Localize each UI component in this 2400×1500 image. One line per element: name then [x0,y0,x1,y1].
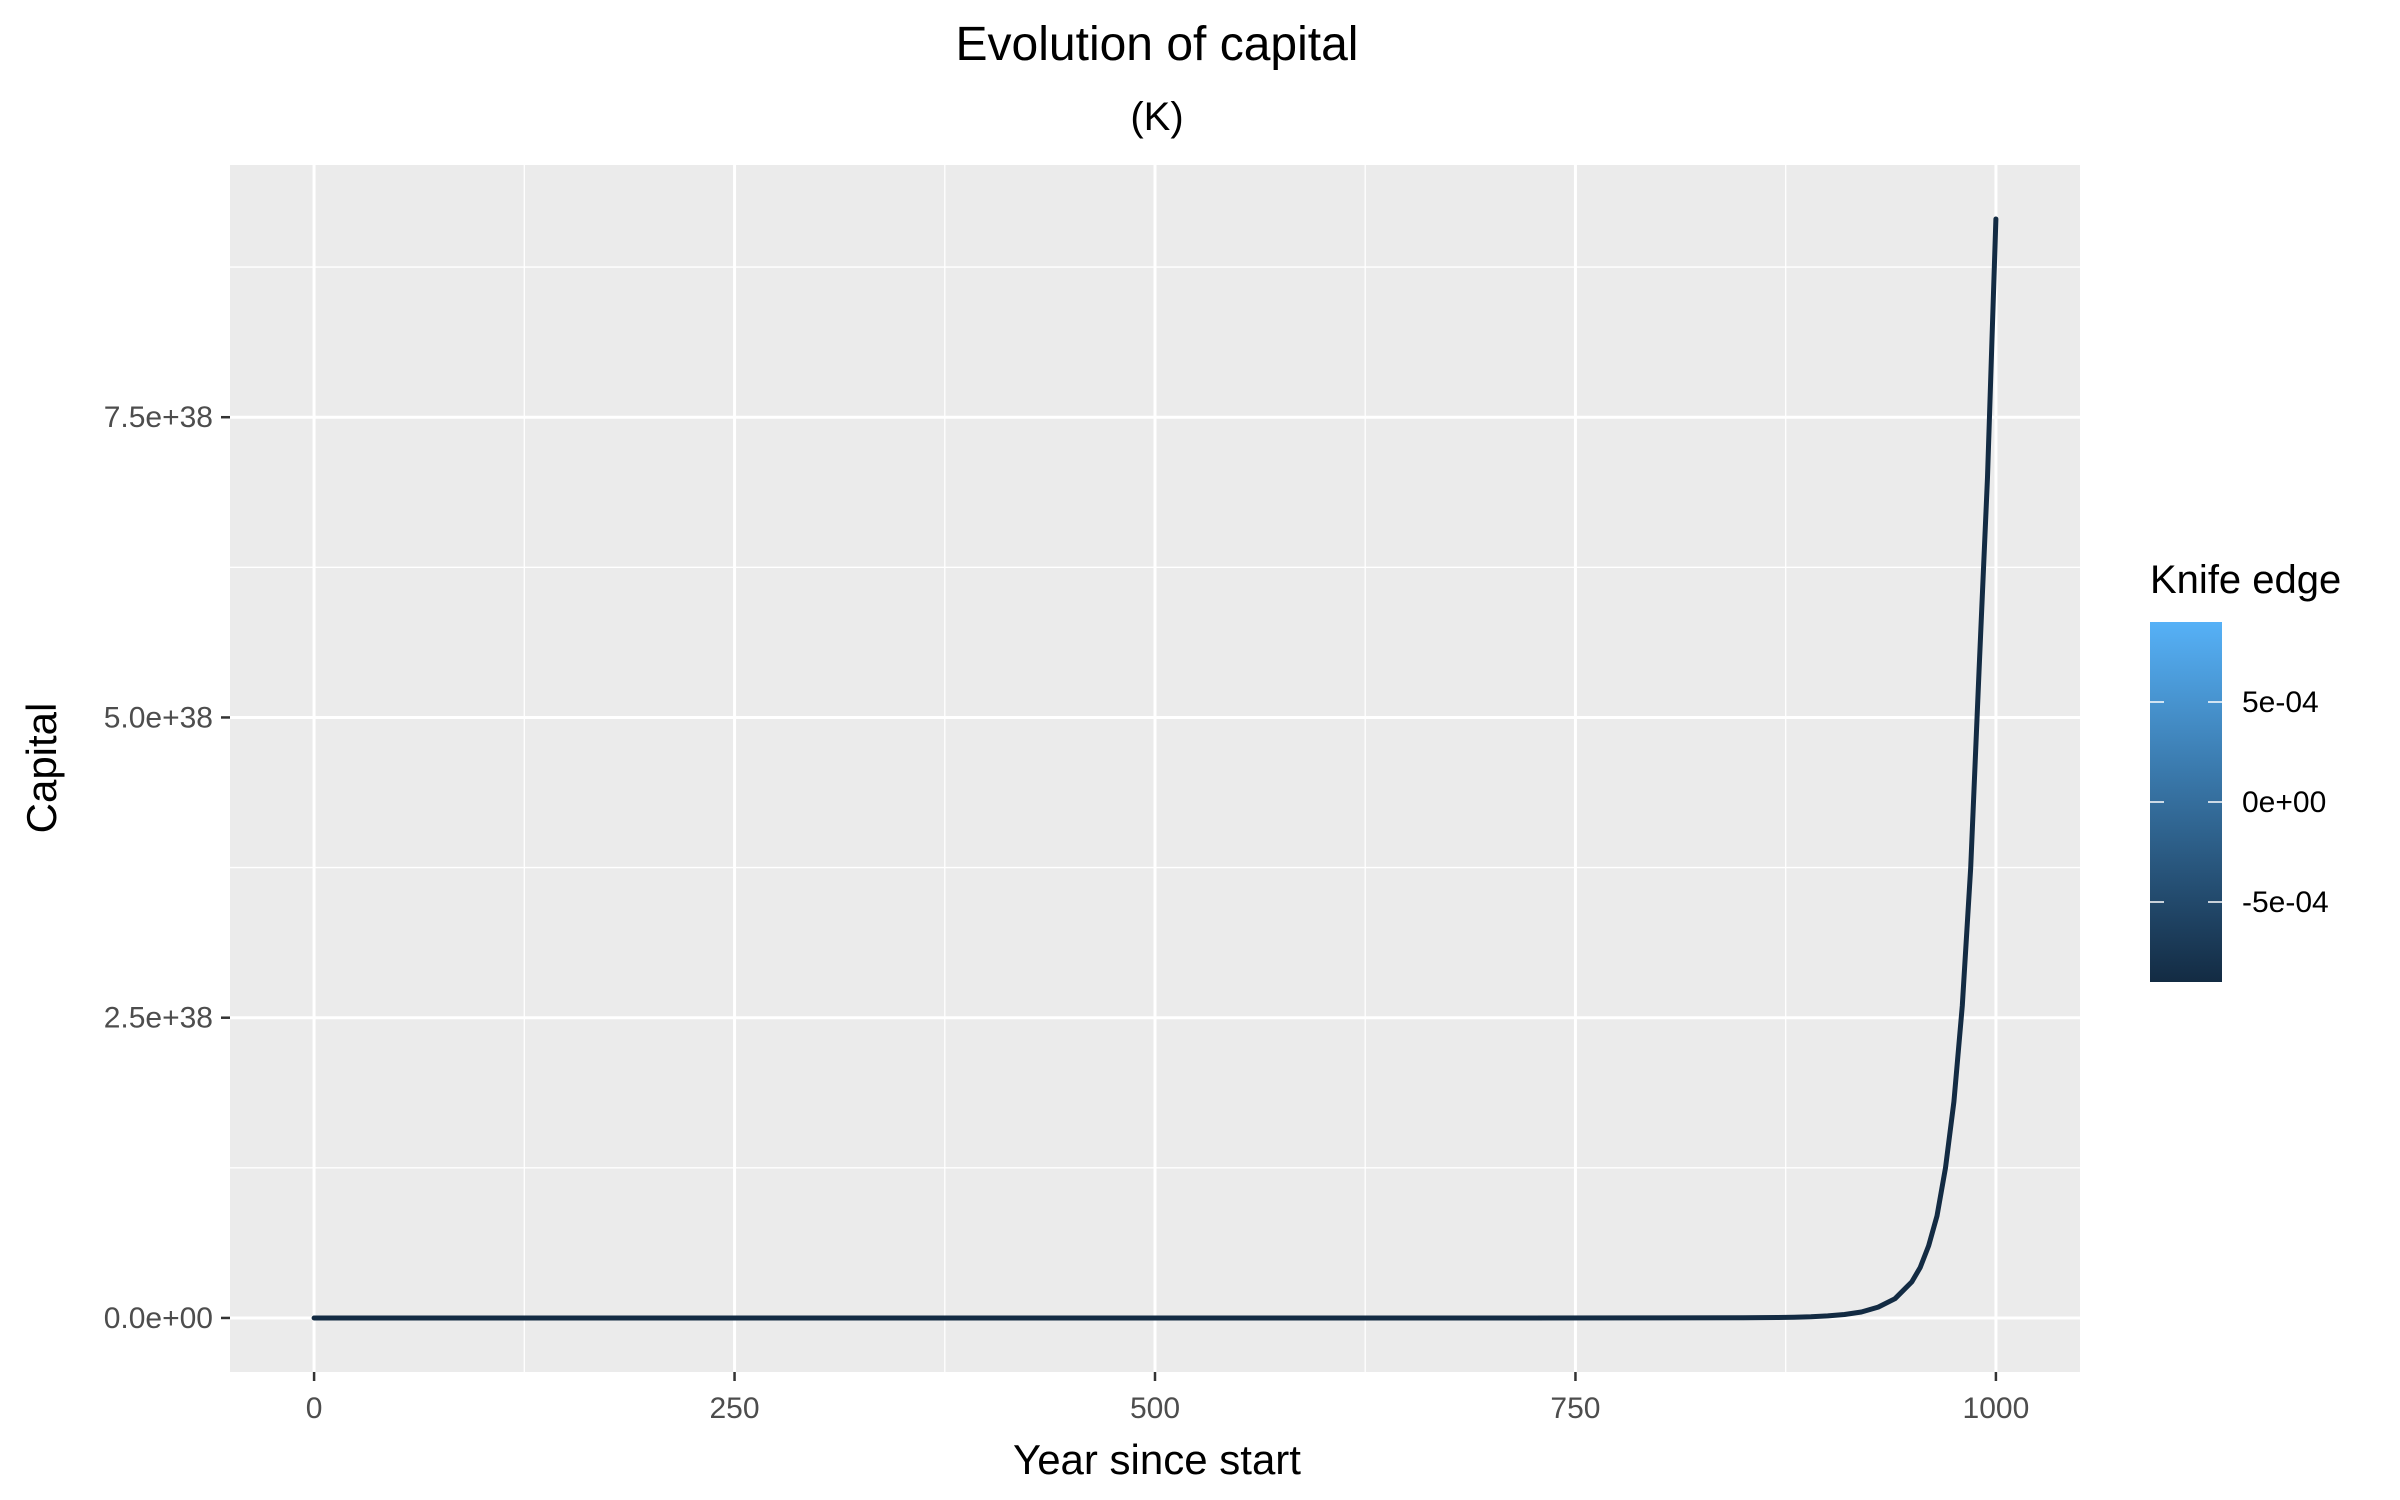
x-tick-label: 500 [1130,1392,1180,1425]
y-tick-label: 2.5e+38 [104,1002,213,1035]
x-tick-label: 0 [306,1392,323,1425]
legend: Knife edge 5e-04 0e+00 -5e-04 [2150,558,2341,982]
y-tick-label: 5.0e+38 [104,701,213,734]
legend-break-label: 0e+00 [2242,786,2326,819]
x-axis-title: Year since start [1013,1436,1301,1483]
chart-subtitle: (K) [1130,95,1183,139]
y-tick-label: 0.0e+00 [104,1302,213,1335]
axes: 0 250 500 750 1000 0.0e+00 2.5e+38 5.0e+38 7.5e+… [104,401,2030,1425]
x-tick-label: 1000 [1963,1392,2030,1425]
legend-break-label: 5e-04 [2242,686,2319,719]
legend-break-label: -5e-04 [2242,886,2329,919]
x-tick-label: 750 [1550,1392,1600,1425]
data-series [311,216,1999,1321]
chart-title: Evolution of capital [956,18,1359,71]
x-tick-label: 250 [710,1392,760,1425]
capital-series-line [311,216,1999,1321]
legend-ticks: 5e-04 0e+00 -5e-04 [2150,686,2329,919]
y-axis-title: Capital [18,703,65,834]
y-tick-label: 7.5e+38 [104,401,213,434]
legend-title: Knife edge [2150,558,2341,602]
